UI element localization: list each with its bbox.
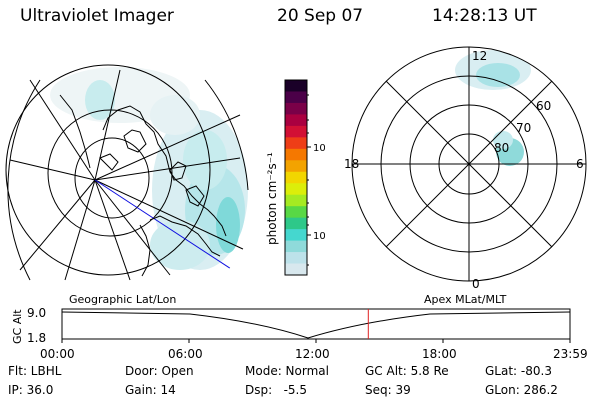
status-gain: Gain: 14 xyxy=(125,383,176,397)
colorbar-segment xyxy=(285,102,307,115)
colorbar-segment xyxy=(285,160,307,173)
colorbar-segment xyxy=(285,194,307,207)
colorbar-segment xyxy=(285,171,307,184)
emission-patch xyxy=(476,63,520,87)
timeline-xtick: 18:00 xyxy=(422,347,457,361)
mlt-label-0: 0 xyxy=(472,277,480,290)
status-gcalt: GC Alt: 5.8 Re xyxy=(365,364,449,378)
meridian-lines xyxy=(9,69,246,281)
colorbar-segment xyxy=(285,263,307,276)
instrument-title: Ultraviolet Imager xyxy=(20,6,174,26)
status-seq: Seq: 39 xyxy=(365,383,411,397)
observation-time: 14:28:13 UT xyxy=(432,6,537,26)
colorbar-segment xyxy=(285,183,307,196)
timeline-ytick-top: 9.0 xyxy=(27,306,46,320)
mlt-label-12: 12 xyxy=(472,49,487,63)
colorbar-segment xyxy=(285,229,307,242)
mlat-label-60: 60 xyxy=(536,99,551,113)
colorbar-segment xyxy=(285,114,307,127)
colorbar-tick-100: 100 xyxy=(313,143,325,154)
status-glat: GLat: -80.3 xyxy=(485,364,552,378)
mlt-meridian xyxy=(385,80,553,248)
polar-panel-caption: Apex MLat/MLT xyxy=(424,293,507,306)
colorbar-ticks xyxy=(307,94,311,266)
timeline-ylabel: GC Alt xyxy=(11,309,24,344)
status-dsp: Dsp: -5.5 xyxy=(245,383,308,397)
colorbar-segment xyxy=(285,137,307,150)
timeline-xtick: 00:00 xyxy=(40,347,75,361)
polar-mlt-plot: 12 18 6 0 60 70 80 xyxy=(344,46,587,290)
status-ip: IP: 36.0 xyxy=(8,383,54,397)
altitude-timeline: GC Alt 9.0 1.8 00:00 06:00 12:00 18:00 2… xyxy=(11,306,588,361)
geographic-map xyxy=(5,64,249,281)
timeline-xtick: 06:00 xyxy=(168,347,203,361)
mlat-label-80: 80 xyxy=(494,141,509,155)
timeline-xtick: 12:00 xyxy=(295,347,330,361)
status-mode: Mode: Normal xyxy=(245,364,329,378)
emission-speckle xyxy=(50,67,248,270)
latitude-circle xyxy=(5,64,211,276)
colorbar-segment xyxy=(285,125,307,138)
mlt-label-6: 6 xyxy=(576,157,584,171)
colorbar-segment xyxy=(285,80,307,92)
colorbar-segment xyxy=(285,206,307,219)
colorbar-segment xyxy=(285,240,307,253)
colorbar-tick-10: 10 xyxy=(313,231,325,242)
intensity-colorbar: 100 10 photon cm⁻²s⁻¹ xyxy=(265,79,325,276)
track-line xyxy=(94,179,249,281)
latitude-circle xyxy=(74,137,150,219)
colorbar-label: photon cm⁻²s⁻¹ xyxy=(265,152,279,245)
mlt-label-18: 18 xyxy=(344,157,359,171)
coastlines xyxy=(59,94,227,277)
colorbar-segment xyxy=(285,252,307,265)
colorbar-segment xyxy=(285,148,307,161)
colorbar-segment xyxy=(285,217,307,230)
status-glon: GLon: 286.2 xyxy=(485,383,558,397)
mlat-label-70: 70 xyxy=(516,121,531,135)
timeline-ytick-bottom: 1.8 xyxy=(27,331,46,345)
observation-date: 20 Sep 07 xyxy=(277,6,364,26)
status-flt: Flt: LBHL xyxy=(8,364,62,378)
altitude-curve xyxy=(61,311,571,339)
status-door: Door: Open xyxy=(125,364,194,378)
geo-panel-caption: Geographic Lat/Lon xyxy=(69,293,177,306)
colorbar-segment xyxy=(285,91,307,104)
timeline-xtick: 23:59 xyxy=(553,347,588,361)
latitude-circle xyxy=(47,109,173,237)
